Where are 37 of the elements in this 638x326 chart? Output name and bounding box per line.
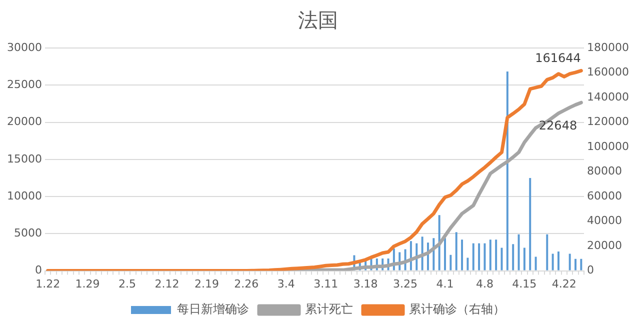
y-tick-label: 10000 — [6, 189, 42, 202]
y-tick-label: 5000 — [14, 226, 42, 240]
legend-label: 每日新增确诊 — [177, 302, 249, 316]
legend-label: 累计死亡 — [305, 302, 353, 316]
y2-tick-label: 80000 — [587, 164, 622, 178]
y-tick-label: 15000 — [6, 152, 42, 166]
x-tick-label: 2.19 — [194, 277, 219, 290]
y2-tick-label: 0 — [587, 264, 594, 277]
y-tick-label: 30000 — [6, 40, 42, 54]
x-tick-label: 3.18 — [353, 277, 378, 290]
data-label: 161644 — [535, 50, 581, 65]
x-tick-label: 1.22 — [36, 277, 60, 290]
x-tick-label: 2.26 — [234, 277, 259, 290]
x-tick-label: 4.22 — [552, 277, 576, 290]
legend-label: 累计确诊（右轴） — [409, 302, 505, 316]
y-tick-label: 20000 — [6, 115, 42, 128]
y-tick-label: 0 — [34, 264, 42, 277]
data-label: 22648 — [538, 118, 578, 133]
x-tick-label: 3.25 — [393, 277, 418, 290]
y2-tick-label: 60000 — [587, 189, 622, 202]
x-tick-label: 2.12 — [154, 277, 180, 290]
x-tick-label: 3.4 — [277, 277, 295, 290]
x-tick-label: 2.5 — [118, 277, 136, 290]
y2-tick-label: 40000 — [587, 214, 622, 228]
x-tick-label: 4.1 — [436, 277, 454, 290]
y2-tick-label: 160000 — [587, 66, 630, 79]
x-tick-label: 4.15 — [512, 277, 537, 290]
y2-tick-label: 140000 — [587, 90, 630, 104]
x-tick-label: 4.8 — [476, 277, 494, 290]
x-tick-label: 3.11 — [314, 277, 338, 290]
y2-tick-label: 20000 — [587, 238, 622, 252]
y2-tick-label: 120000 — [587, 115, 630, 128]
y2-tick-label: 180000 — [587, 40, 630, 54]
chart-title: 法国 — [298, 8, 338, 32]
y-tick-label: 25000 — [6, 78, 42, 91]
y2-tick-label: 100000 — [587, 140, 630, 153]
x-tick-label: 1.29 — [75, 277, 100, 290]
